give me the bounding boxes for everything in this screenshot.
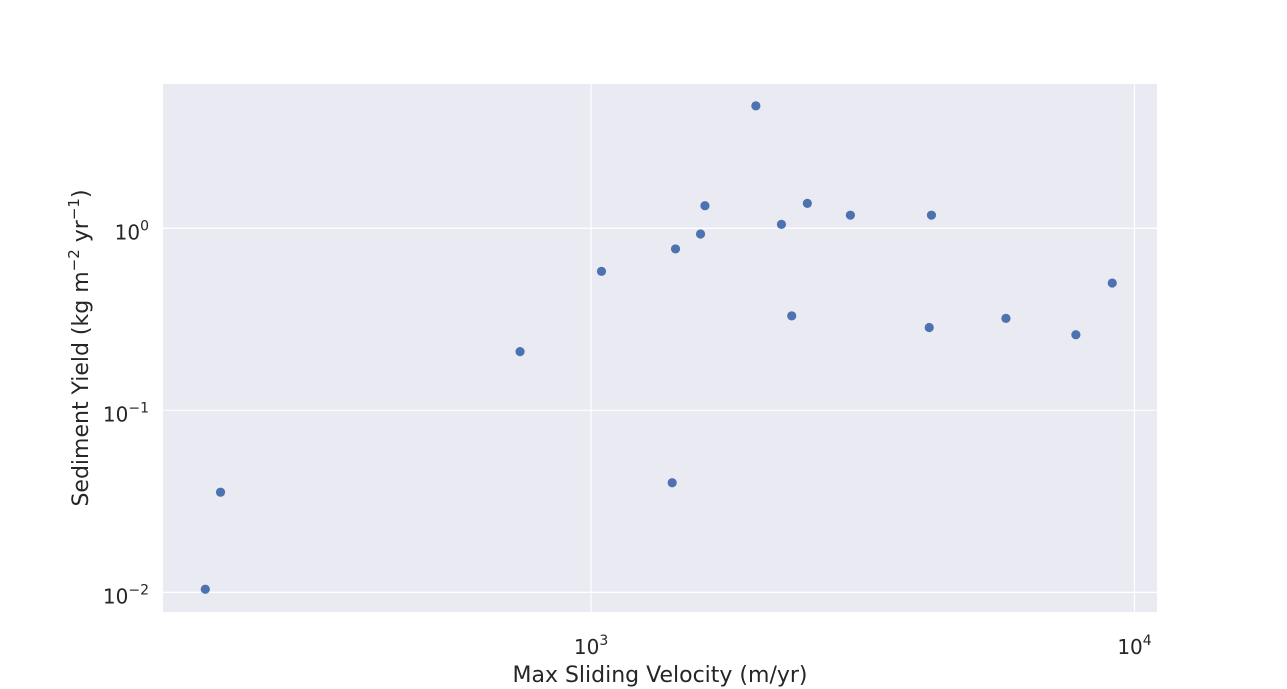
data-point: [751, 101, 761, 111]
y-axis-label: Sediment Yield (kg m−2 yr−1): [65, 189, 94, 506]
y-tick-label: 10−2: [103, 582, 149, 608]
data-point: [787, 311, 797, 321]
data-point: [670, 244, 681, 254]
x-tick-label: 104: [1117, 633, 1151, 659]
data-point: [700, 201, 710, 211]
y-axis-label-sup2: −1: [65, 198, 83, 220]
data-point: [596, 266, 607, 276]
data-point: [695, 229, 706, 239]
y-axis-label-sup1: −2: [65, 249, 83, 271]
x-tick-labels: 103 104: [574, 633, 1152, 659]
plot-area: [163, 84, 1157, 612]
data-point: [215, 487, 226, 497]
y-axis-label-end: ): [69, 189, 94, 198]
data-point: [845, 210, 855, 220]
y-axis-label-mid: yr: [69, 219, 94, 249]
data-point: [1001, 313, 1011, 323]
data-point: [1071, 330, 1081, 340]
y-axis-label-base: Sediment Yield (kg m: [69, 271, 94, 506]
grid-lines: [163, 84, 1157, 612]
data-point: [200, 584, 210, 594]
data-point: [667, 478, 677, 488]
y-tick-label: 10−1: [103, 400, 149, 426]
data-point: [776, 219, 787, 229]
data-point: [926, 210, 937, 220]
data-point: [924, 322, 934, 333]
x-tick-label: 103: [574, 633, 608, 659]
data-points: [200, 101, 1117, 594]
data-point: [802, 198, 812, 208]
data-point: [1107, 278, 1117, 288]
y-tick-label: 100: [115, 218, 149, 244]
x-axis-label: Max Sliding Velocity (m/yr): [512, 663, 807, 688]
data-point: [515, 347, 525, 357]
y-tick-labels: 10−2 10−1 100: [103, 218, 149, 608]
